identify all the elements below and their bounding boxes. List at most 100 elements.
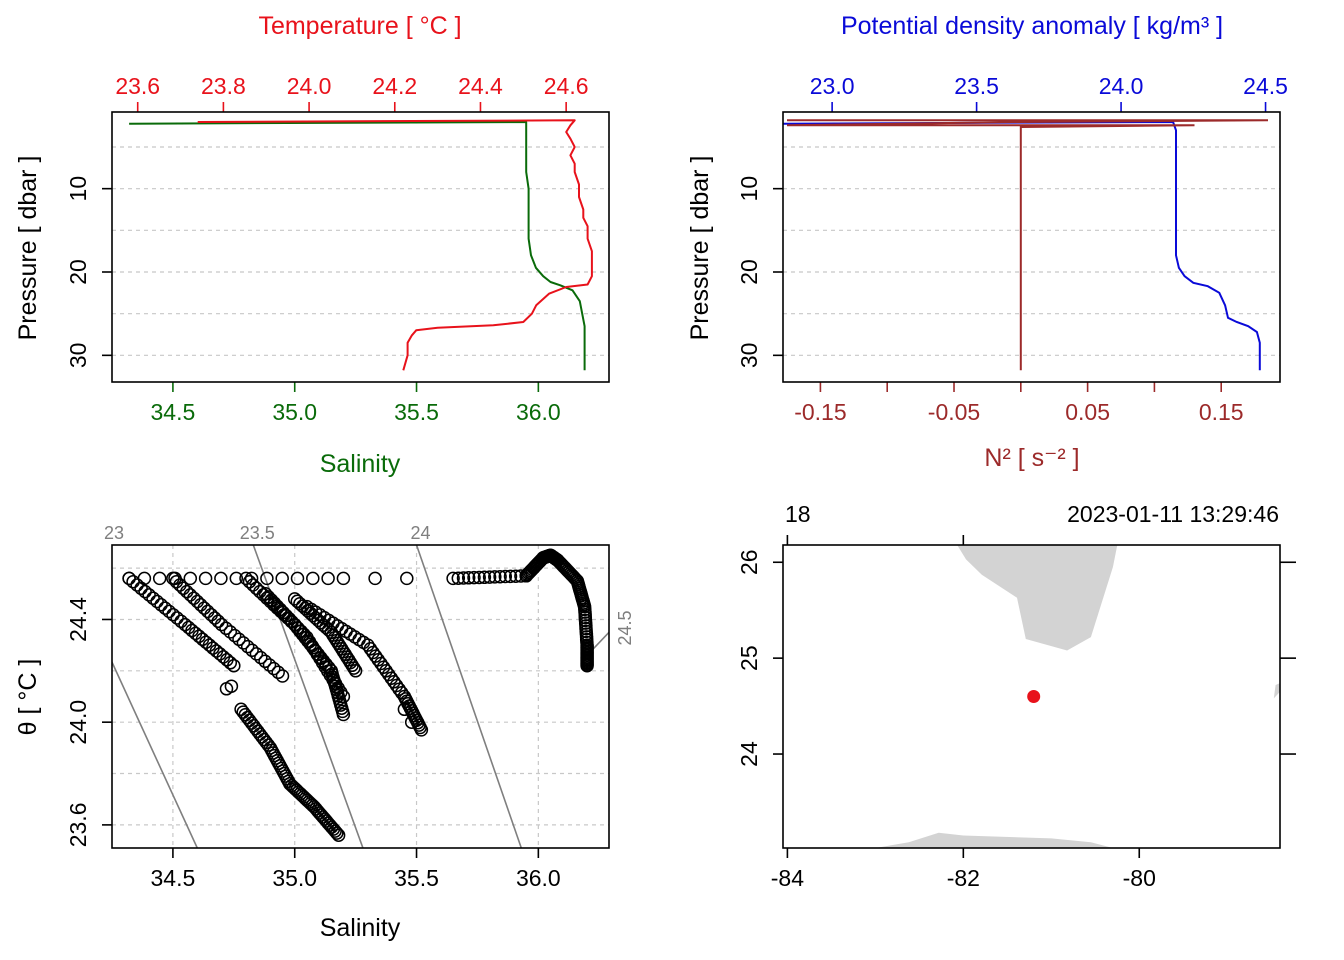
ts-point (211, 614, 225, 629)
theta-tick-label: 23.6 (65, 803, 91, 848)
station-index-label: 18 (785, 501, 811, 527)
ts-point (290, 571, 305, 586)
ts-point (331, 828, 346, 842)
longitude-tick-label: -82 (947, 865, 980, 891)
ts-point (154, 598, 168, 612)
ts-point (260, 571, 274, 586)
salinity-tick-label: 36.0 (516, 399, 561, 425)
land-polygon (875, 832, 1113, 848)
isopycnal-label: 23 (104, 523, 124, 543)
station-marker (1027, 690, 1041, 703)
ts-point (400, 571, 414, 586)
ts-point (138, 584, 152, 599)
isopycnal-line (415, 545, 523, 848)
longitude-tick-label: -84 (771, 865, 804, 891)
land-polygon (957, 545, 1118, 651)
ts-point (328, 824, 342, 838)
ts-point (198, 571, 213, 586)
ts-point (493, 569, 507, 584)
salinity-tick-label: 35.0 (272, 399, 317, 425)
pressure-axis-title: Pressure [ dbar ] (14, 156, 42, 341)
ts-point (224, 679, 239, 693)
ts-point (503, 569, 518, 584)
temperature-axis-title: Temperature [ °C ] (258, 12, 461, 40)
ts-point (166, 607, 180, 622)
ts-point (240, 639, 255, 654)
ts-point (467, 570, 481, 585)
ts-point (446, 571, 460, 586)
temperature-tick-label: 23.6 (115, 73, 160, 99)
ts-point (227, 628, 242, 643)
ts-diagram-frame (111, 544, 610, 849)
ts-point (229, 571, 244, 586)
ts-point (232, 632, 246, 647)
pressure-tick-label: 10 (736, 176, 762, 202)
pressure-tick-label: 30 (736, 343, 762, 369)
ts-point (183, 571, 198, 586)
isopycnal-label: 24.5 (615, 610, 635, 645)
salinity-axis-title: Salinity (320, 450, 401, 478)
ts-salinity-tick-label: 36.0 (516, 865, 561, 891)
ts-point (275, 571, 289, 586)
ts-point (482, 570, 497, 584)
ts-point (336, 707, 351, 722)
ts-point (214, 571, 228, 586)
ts-point (368, 571, 382, 586)
isopycnal-label: 23.5 (240, 523, 275, 543)
ts-point (227, 658, 241, 673)
ts-point (404, 715, 419, 729)
temperature-tick-label: 24.2 (372, 73, 417, 99)
ts-point (122, 571, 136, 586)
density-tick-label: 24.0 (1099, 73, 1144, 99)
ts-point (488, 570, 502, 584)
ts-point (245, 643, 259, 658)
n2-tick-label: 0.05 (1065, 399, 1110, 425)
ts-point (134, 581, 148, 596)
ts-point (162, 604, 176, 619)
ts-point (126, 574, 140, 589)
ts-point (461, 571, 476, 585)
temperature-tick-label: 23.8 (201, 73, 246, 99)
ts-point (306, 571, 320, 586)
density-tick-label: 23.0 (810, 73, 855, 99)
profile-ts-panel: Temperature [ °C ] Salinity Pressure [ d… (14, 12, 610, 478)
n2-axis-title: N² [ s⁻² ] (984, 444, 1079, 472)
n2-tick-label: 0.15 (1199, 399, 1244, 425)
ts-point (170, 611, 184, 625)
ts-point (451, 571, 466, 585)
pressure-tick-label: 20 (65, 259, 91, 285)
ts-point (275, 669, 290, 683)
salinity-tick-label: 34.5 (151, 399, 196, 425)
n2-tick-label: -0.05 (928, 399, 980, 425)
latitude-tick-label: 26 (736, 549, 762, 575)
ts-point (267, 661, 281, 676)
ts-point (146, 591, 160, 605)
ts-salinity-tick-label: 34.5 (151, 865, 196, 891)
ts-diagram-panel: 23 23.5 24 24.5 Salinity θ [ °C ] 34.5 35.0 3… (14, 523, 635, 942)
ts-point (271, 665, 285, 680)
n2-profile-line (786, 119, 1269, 371)
theta-tick-label: 24.4 (65, 597, 91, 642)
density-tick-label: 24.5 (1243, 73, 1288, 99)
ts-point (348, 664, 363, 678)
ts-point (336, 571, 351, 586)
ts-point (130, 578, 144, 592)
ts-point (223, 625, 238, 639)
ts-point (347, 661, 361, 675)
temperature-profile-line (197, 119, 593, 371)
ts-point (142, 588, 156, 602)
salinity-profile-line (129, 121, 586, 371)
temperature-tick-label: 24.6 (544, 73, 589, 99)
ts-point (158, 601, 172, 615)
ts-point (249, 647, 264, 661)
ts-point (477, 570, 492, 585)
pressure-tick-label: 20 (736, 259, 762, 285)
ts-point (397, 702, 412, 717)
profile-density-panel: Potential density anomaly [ kg/m³ ] N² [… (686, 12, 1288, 472)
n2-tick-label: -0.15 (794, 399, 846, 425)
pressure-tick-label: 10 (65, 176, 91, 202)
latitude-tick-label: 24 (736, 741, 762, 767)
land-polygon (1273, 683, 1280, 699)
ts-salinity-title: Salinity (320, 914, 401, 942)
profile-ts-frame (111, 111, 610, 383)
